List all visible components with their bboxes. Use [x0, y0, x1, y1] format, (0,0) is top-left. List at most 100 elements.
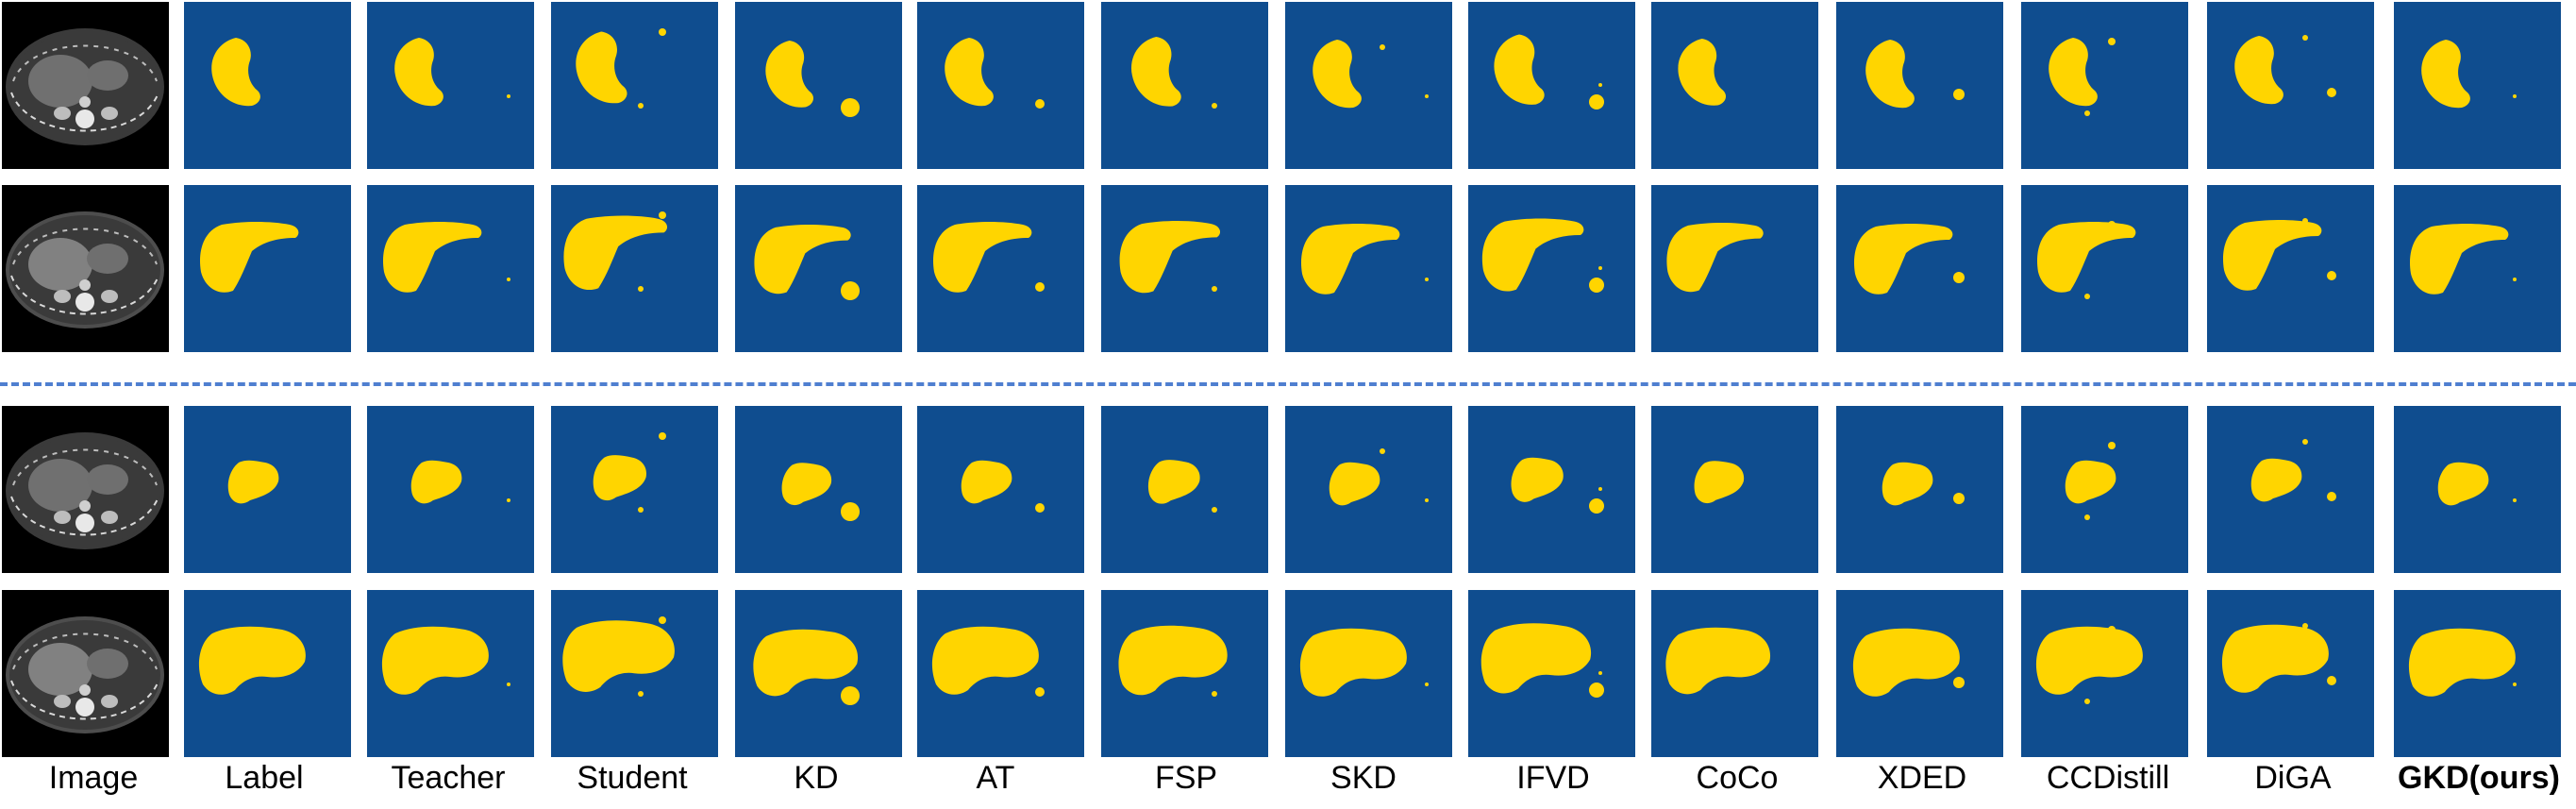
segmentation-result — [917, 185, 1084, 352]
column-label-ccdistill: CCDistill — [2046, 760, 2170, 796]
mask-speck — [507, 498, 510, 502]
mask-speck — [638, 103, 644, 109]
organ-mask — [2408, 628, 2516, 697]
organ-mask — [1329, 462, 1380, 506]
mask-speck — [507, 94, 510, 98]
segmentation-mask-icon — [227, 460, 279, 504]
mask-speck — [2302, 623, 2308, 629]
segmentation-mask-icon — [562, 616, 675, 697]
segmentation-mask-icon — [1665, 627, 1771, 695]
organ-mask — [753, 629, 859, 697]
organ-mask — [931, 626, 1039, 695]
mask-speck — [1953, 89, 1965, 100]
mask-speck — [2108, 221, 2116, 228]
mask-speck — [1953, 272, 1965, 283]
segmentation-mask-icon — [1882, 462, 1965, 506]
segmentation-result — [2021, 185, 2188, 352]
mask-speck — [2327, 88, 2336, 97]
mask-speck — [638, 691, 644, 697]
mask-speck — [1212, 286, 1217, 292]
mask-speck — [507, 683, 510, 686]
segmentation-mask-icon — [198, 626, 306, 695]
column-label-skd: SKD — [1330, 760, 1397, 796]
organ-mask — [2036, 222, 2136, 293]
mask-speck — [1380, 228, 1385, 233]
mask-speck — [1380, 632, 1385, 638]
organ-mask — [2421, 40, 2470, 109]
organ-mask — [1852, 628, 1960, 697]
segmentation-result — [1285, 2, 1452, 169]
ct-scan-image — [2, 406, 169, 573]
segmentation-result — [1101, 185, 1268, 352]
segmentation-result — [1468, 406, 1635, 573]
organ-mask — [1678, 39, 1727, 106]
segmentation-mask-icon — [1481, 218, 1604, 293]
segmentation-result — [2394, 185, 2561, 352]
organ-mask — [765, 41, 814, 108]
segmentation-result — [2207, 406, 2374, 573]
segmentation-result — [2394, 406, 2561, 573]
segmentation-mask-icon — [1853, 224, 1965, 295]
organ-mask — [1131, 37, 1181, 107]
segmentation-mask-icon — [1118, 625, 1228, 697]
column-label-gkd-ours: GKD(ours) — [2398, 760, 2560, 796]
mask-speck — [1425, 278, 1429, 281]
segmentation-result — [1285, 406, 1452, 573]
segmentation-mask-icon — [211, 38, 260, 107]
mask-speck — [2327, 676, 2336, 685]
mask-speck — [638, 507, 644, 513]
segmentation-result — [184, 406, 351, 573]
organ-mask — [563, 215, 668, 291]
mask-speck — [1212, 507, 1217, 513]
mask-speck — [2084, 110, 2090, 116]
segmentation-mask-icon — [2035, 626, 2143, 704]
column-label-label: Label — [225, 760, 304, 796]
organ-mask — [394, 38, 443, 107]
organ-mask — [1147, 460, 1200, 504]
segmentation-mask-icon — [410, 460, 510, 504]
mask-speck — [1598, 487, 1602, 491]
organ-mask — [410, 460, 462, 504]
segmentation-mask-icon — [2409, 224, 2517, 295]
ct-scan-icon — [6, 616, 164, 733]
segmentation-mask-icon — [1694, 461, 1745, 504]
mask-speck — [2108, 38, 2116, 45]
segmentation-result — [1468, 590, 1635, 757]
segmentation-result — [2207, 2, 2374, 169]
mask-speck — [507, 278, 510, 281]
organ-mask — [576, 31, 627, 104]
organ-mask — [1118, 625, 1228, 696]
segmentation-result — [2207, 590, 2374, 757]
organ-mask — [211, 38, 260, 107]
segmentation-mask-icon — [2049, 38, 2116, 116]
segmentation-mask-icon — [1480, 623, 1604, 698]
organ-mask — [593, 455, 647, 501]
organ-mask — [1494, 34, 1545, 105]
organ-mask — [1882, 462, 1933, 506]
column-label-coco: CoCo — [1696, 760, 1779, 796]
column-label-diga: DiGA — [2254, 760, 2332, 796]
mask-speck — [1589, 498, 1604, 514]
segmentation-mask-icon — [1299, 628, 1429, 697]
organ-mask — [562, 620, 675, 692]
segmentation-mask-icon — [1313, 40, 1429, 109]
segmentation-mask-icon — [1678, 39, 1727, 106]
mask-speck — [1589, 94, 1604, 110]
organ-mask — [227, 460, 279, 504]
organ-mask — [1313, 40, 1362, 109]
segmentation-mask-icon — [394, 38, 510, 107]
column-label-student: Student — [577, 760, 688, 796]
mask-speck — [1035, 99, 1045, 109]
mask-speck — [1035, 282, 1045, 292]
ct-scan-image — [2, 185, 169, 352]
segmentation-result — [917, 406, 1084, 573]
segmentation-result — [735, 590, 902, 757]
mask-speck — [2108, 626, 2116, 633]
column-label-image: Image — [48, 760, 139, 796]
segmentation-result — [367, 406, 534, 573]
organ-mask — [199, 222, 299, 293]
organ-mask — [1119, 221, 1221, 294]
organ-mask — [1665, 627, 1771, 695]
segmentation-result — [1101, 590, 1268, 757]
segmentation-result — [2021, 590, 2188, 757]
